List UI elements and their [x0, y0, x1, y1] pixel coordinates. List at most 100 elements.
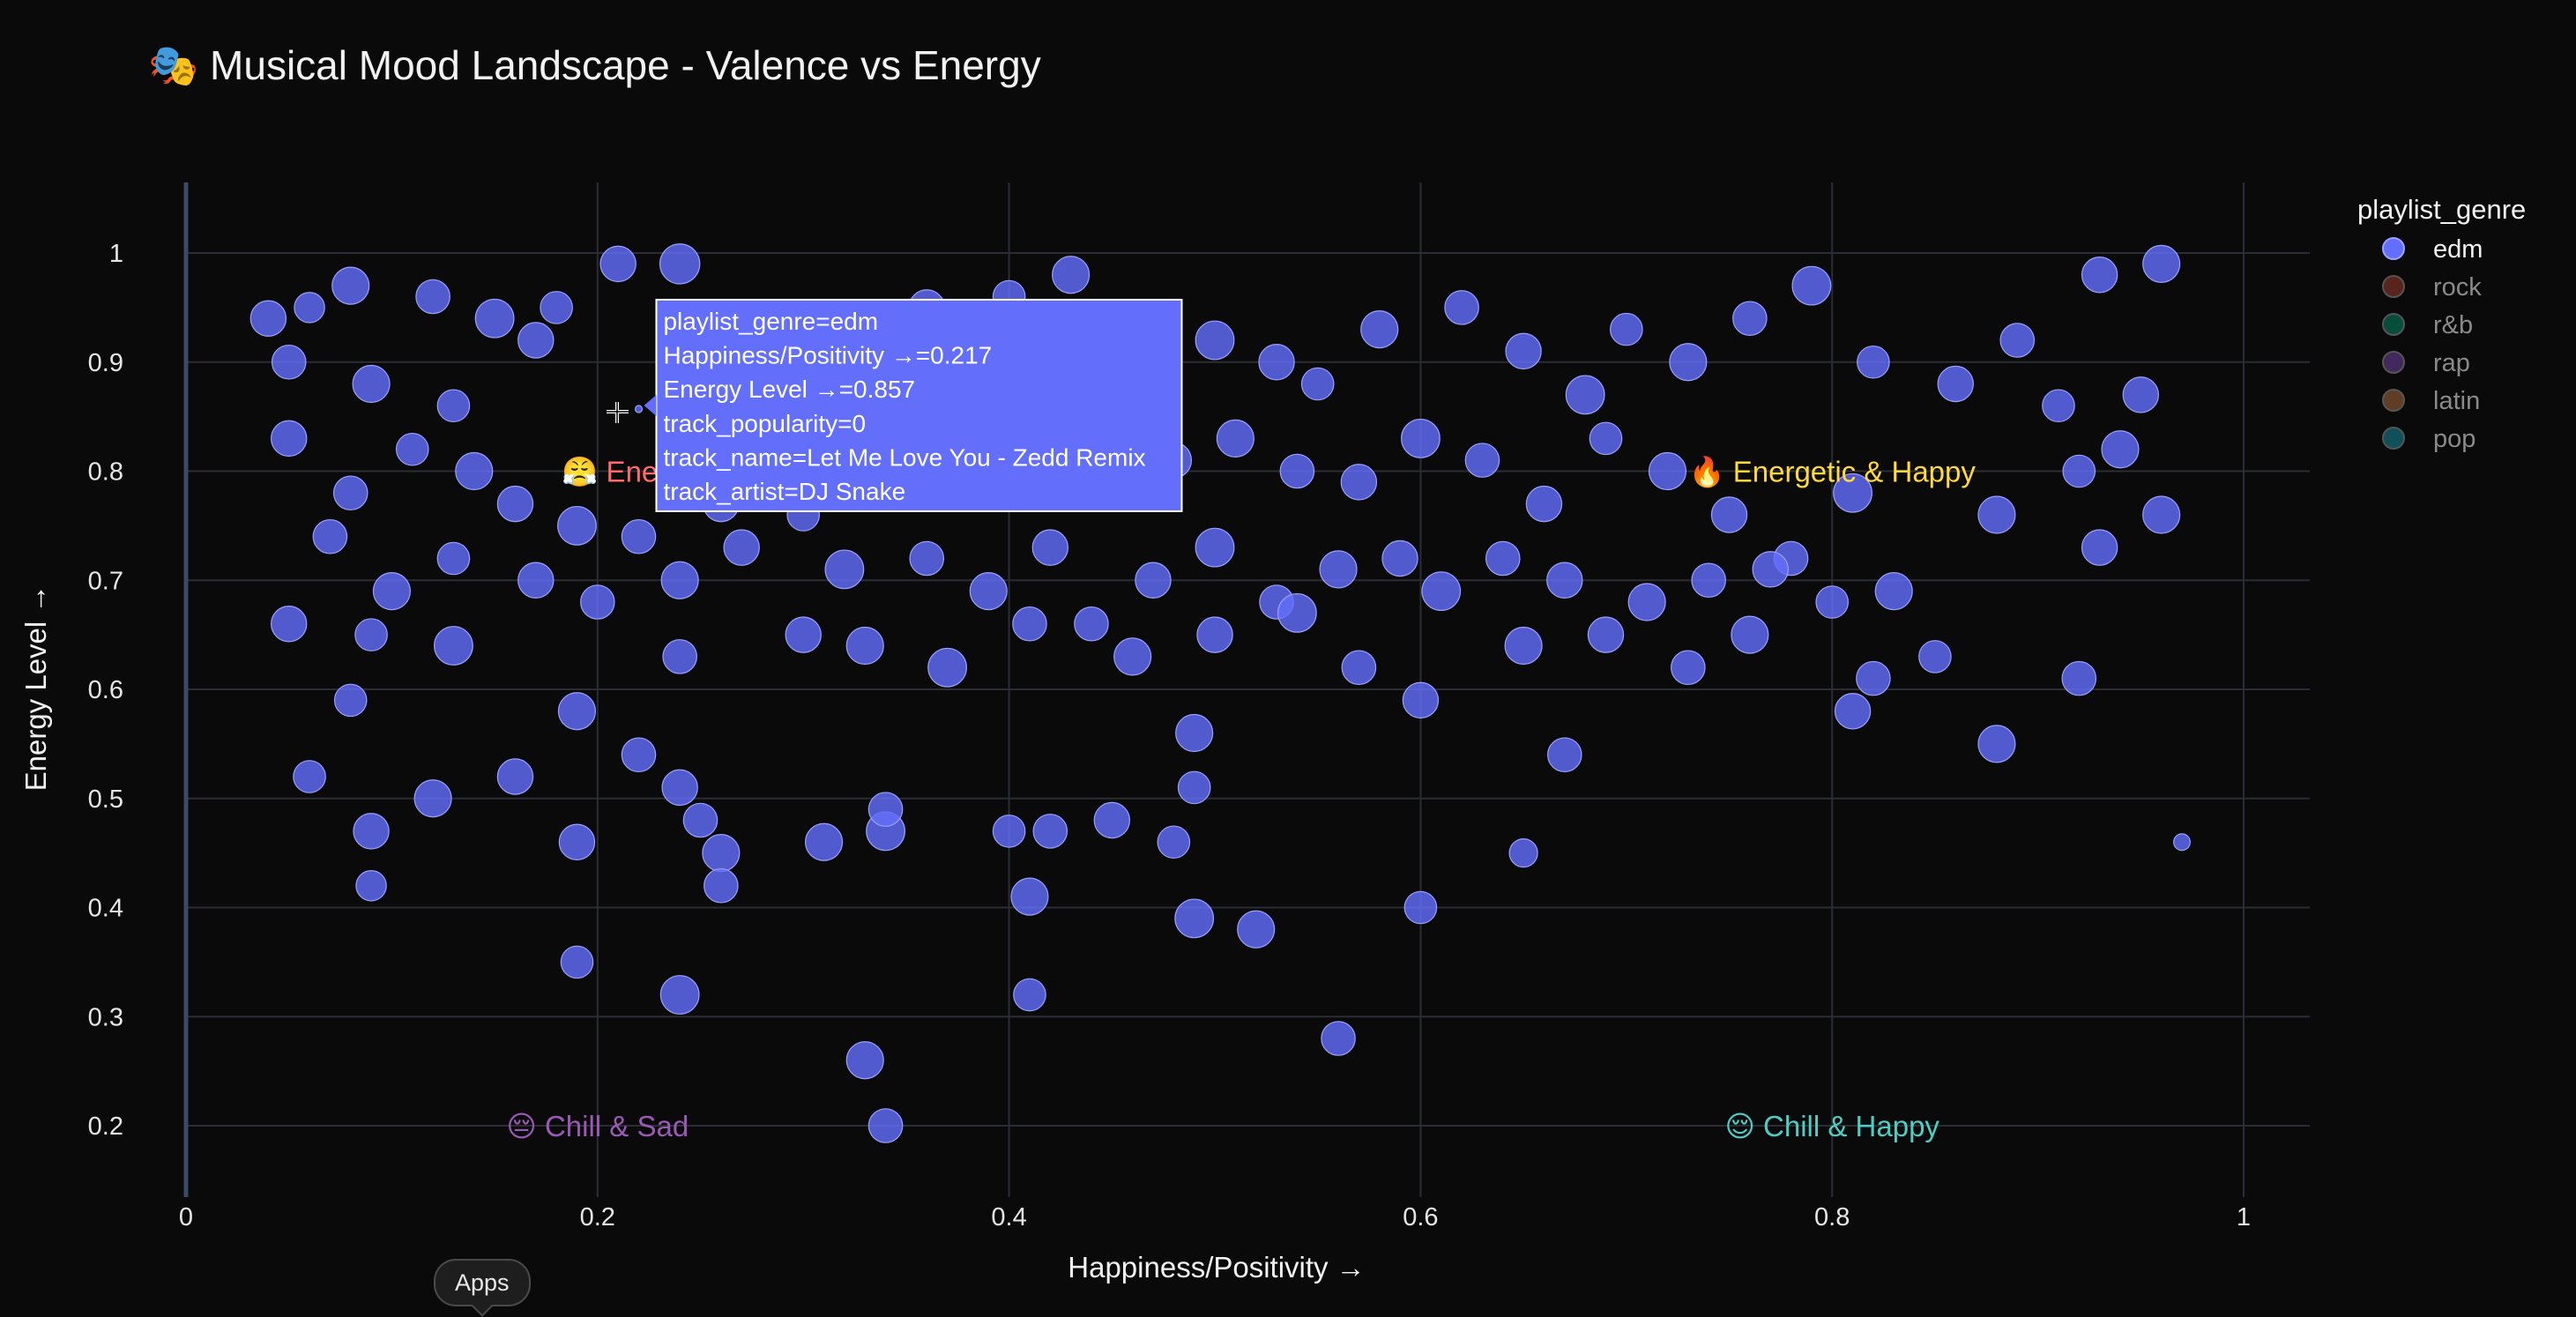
data-point[interactable] — [580, 584, 615, 620]
data-point[interactable] — [496, 485, 534, 523]
data-point[interactable] — [2142, 495, 2181, 534]
data-point[interactable] — [2142, 244, 2181, 283]
legend-marker[interactable] — [2382, 389, 2405, 412]
data-point[interactable] — [1504, 626, 1543, 666]
data-point[interactable] — [662, 639, 697, 674]
data-point[interactable] — [659, 975, 700, 1015]
data-point[interactable] — [331, 266, 370, 305]
data-point[interactable] — [1977, 725, 2016, 763]
data-point[interactable] — [1258, 344, 1295, 381]
data-point[interactable] — [682, 802, 718, 838]
legend-marker[interactable] — [2382, 275, 2405, 298]
data-point[interactable] — [804, 822, 844, 861]
data-point[interactable] — [660, 561, 699, 599]
data-point[interactable] — [354, 618, 388, 651]
legend-marker[interactable] — [2382, 237, 2405, 260]
data-point[interactable] — [1669, 343, 1708, 382]
data-point[interactable] — [1627, 583, 1666, 621]
data-point[interactable] — [1999, 323, 2036, 358]
data-point[interactable] — [1177, 770, 1211, 805]
data-point[interactable] — [2081, 529, 2118, 566]
data-point[interactable] — [1589, 421, 1623, 456]
data-point[interactable] — [704, 867, 739, 904]
data-point[interactable] — [1074, 606, 1109, 642]
data-point[interactable] — [1485, 540, 1521, 577]
data-point[interactable] — [723, 529, 760, 566]
legend-item-label[interactable]: edm — [2433, 235, 2483, 264]
data-point[interactable] — [1113, 637, 1152, 676]
data-point[interactable] — [1648, 451, 1687, 491]
data-point[interactable] — [517, 562, 555, 599]
data-point[interactable] — [333, 683, 368, 718]
data-point[interactable] — [702, 834, 741, 873]
data-point[interactable] — [1525, 485, 1563, 523]
data-point[interactable] — [1815, 585, 1849, 619]
data-point[interactable] — [557, 692, 597, 731]
data-point[interactable] — [1444, 290, 1479, 325]
data-point[interactable] — [1505, 332, 1542, 370]
data-point[interactable] — [1401, 418, 1441, 458]
data-point[interactable] — [271, 606, 308, 643]
data-point[interactable] — [927, 647, 967, 688]
data-point[interactable] — [621, 518, 657, 554]
data-point[interactable] — [1341, 650, 1377, 686]
data-point[interactable] — [1279, 453, 1315, 489]
data-point[interactable] — [436, 541, 471, 576]
data-point[interactable] — [1833, 472, 1872, 513]
data-point[interactable] — [1508, 838, 1538, 868]
data-point[interactable] — [1093, 801, 1130, 839]
data-point[interactable] — [558, 823, 596, 860]
data-point[interactable] — [2081, 257, 2118, 294]
data-point[interactable] — [2061, 660, 2097, 696]
data-point[interactable] — [1031, 529, 1068, 566]
legend-marker[interactable] — [2382, 427, 2405, 450]
data-point[interactable] — [1731, 615, 1769, 654]
data-point[interactable] — [1360, 310, 1399, 349]
data-point[interactable] — [1610, 312, 1643, 346]
data-point[interactable] — [1546, 562, 1583, 599]
data-point[interactable] — [455, 451, 494, 491]
data-point[interactable] — [372, 572, 411, 611]
data-point[interactable] — [294, 292, 325, 324]
data-point[interactable] — [1321, 1021, 1356, 1056]
data-point[interactable] — [1157, 825, 1191, 859]
data-point[interactable] — [2122, 376, 2159, 413]
data-point[interactable] — [1752, 551, 1789, 588]
data-point[interactable] — [1874, 572, 1913, 611]
legend-item-label[interactable]: latin — [2433, 387, 2480, 415]
data-point[interactable] — [517, 322, 555, 359]
data-point[interactable] — [1319, 550, 1358, 589]
data-point[interactable] — [271, 420, 308, 458]
data-point[interactable] — [312, 518, 348, 554]
data-point[interactable] — [599, 245, 637, 283]
data-point[interactable] — [1834, 693, 1872, 730]
legend-item-label[interactable]: pop — [2433, 425, 2475, 453]
data-point[interactable] — [1732, 301, 1768, 337]
data-point[interactable] — [1052, 256, 1091, 294]
legend-marker[interactable] — [2382, 313, 2405, 336]
data-point[interactable] — [1547, 737, 1582, 773]
data-point[interactable] — [557, 505, 597, 546]
data-point[interactable] — [1013, 978, 1046, 1012]
data-point[interactable] — [1195, 320, 1235, 361]
data-point[interactable] — [1237, 910, 1276, 949]
data-point[interactable] — [1691, 562, 1726, 599]
data-point[interactable] — [1381, 539, 1418, 577]
data-point[interactable] — [355, 870, 387, 902]
data-point[interactable] — [661, 769, 698, 807]
data-point[interactable] — [621, 737, 657, 773]
data-point[interactable] — [867, 1108, 904, 1143]
data-point[interactable] — [909, 540, 945, 577]
data-point[interactable] — [867, 792, 904, 827]
data-point[interactable] — [293, 760, 326, 793]
data-point[interactable] — [1216, 419, 1254, 458]
data-point[interactable] — [352, 364, 391, 404]
data-point[interactable] — [249, 300, 287, 337]
data-point[interactable] — [845, 1041, 884, 1080]
data-point[interactable] — [1710, 496, 1748, 533]
data-point[interactable] — [1565, 375, 1605, 415]
data-point[interactable] — [1671, 650, 1706, 686]
data-point[interactable] — [1402, 681, 1440, 719]
data-point[interactable] — [2173, 833, 2191, 852]
data-point[interactable] — [1937, 365, 1974, 403]
